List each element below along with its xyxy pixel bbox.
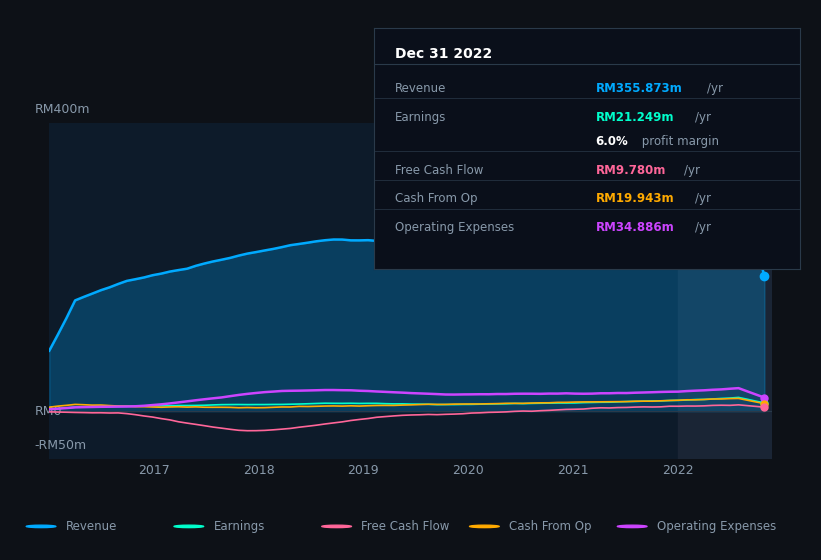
Text: Free Cash Flow: Free Cash Flow — [361, 520, 450, 533]
Text: RM19.943m: RM19.943m — [595, 193, 674, 206]
Text: Operating Expenses: Operating Expenses — [395, 221, 514, 235]
Text: 6.0%: 6.0% — [595, 134, 628, 148]
Text: Operating Expenses: Operating Expenses — [657, 520, 776, 533]
Text: Revenue: Revenue — [395, 82, 447, 95]
Text: RM355.873m: RM355.873m — [595, 82, 682, 95]
Text: Free Cash Flow: Free Cash Flow — [395, 164, 484, 176]
Text: /yr: /yr — [707, 82, 722, 95]
Text: /yr: /yr — [695, 221, 712, 235]
Text: RM0: RM0 — [34, 405, 62, 418]
Text: Dec 31 2022: Dec 31 2022 — [395, 47, 492, 61]
Text: RM9.780m: RM9.780m — [595, 164, 666, 176]
Text: RM34.886m: RM34.886m — [595, 221, 674, 235]
Text: Cash From Op: Cash From Op — [509, 520, 591, 533]
Text: /yr: /yr — [685, 164, 700, 176]
Text: /yr: /yr — [695, 193, 712, 206]
Circle shape — [470, 525, 499, 528]
Text: Earnings: Earnings — [213, 520, 265, 533]
Text: RM400m: RM400m — [34, 104, 90, 116]
Text: Revenue: Revenue — [66, 520, 117, 533]
Text: Earnings: Earnings — [395, 110, 447, 124]
Text: -RM50m: -RM50m — [34, 439, 87, 452]
Bar — [677, 123, 772, 459]
Circle shape — [617, 525, 647, 528]
Circle shape — [26, 525, 56, 528]
Circle shape — [322, 525, 351, 528]
Circle shape — [174, 525, 204, 528]
Text: Cash From Op: Cash From Op — [395, 193, 477, 206]
Text: /yr: /yr — [695, 110, 712, 124]
Text: profit margin: profit margin — [638, 134, 719, 148]
Text: RM21.249m: RM21.249m — [595, 110, 674, 124]
